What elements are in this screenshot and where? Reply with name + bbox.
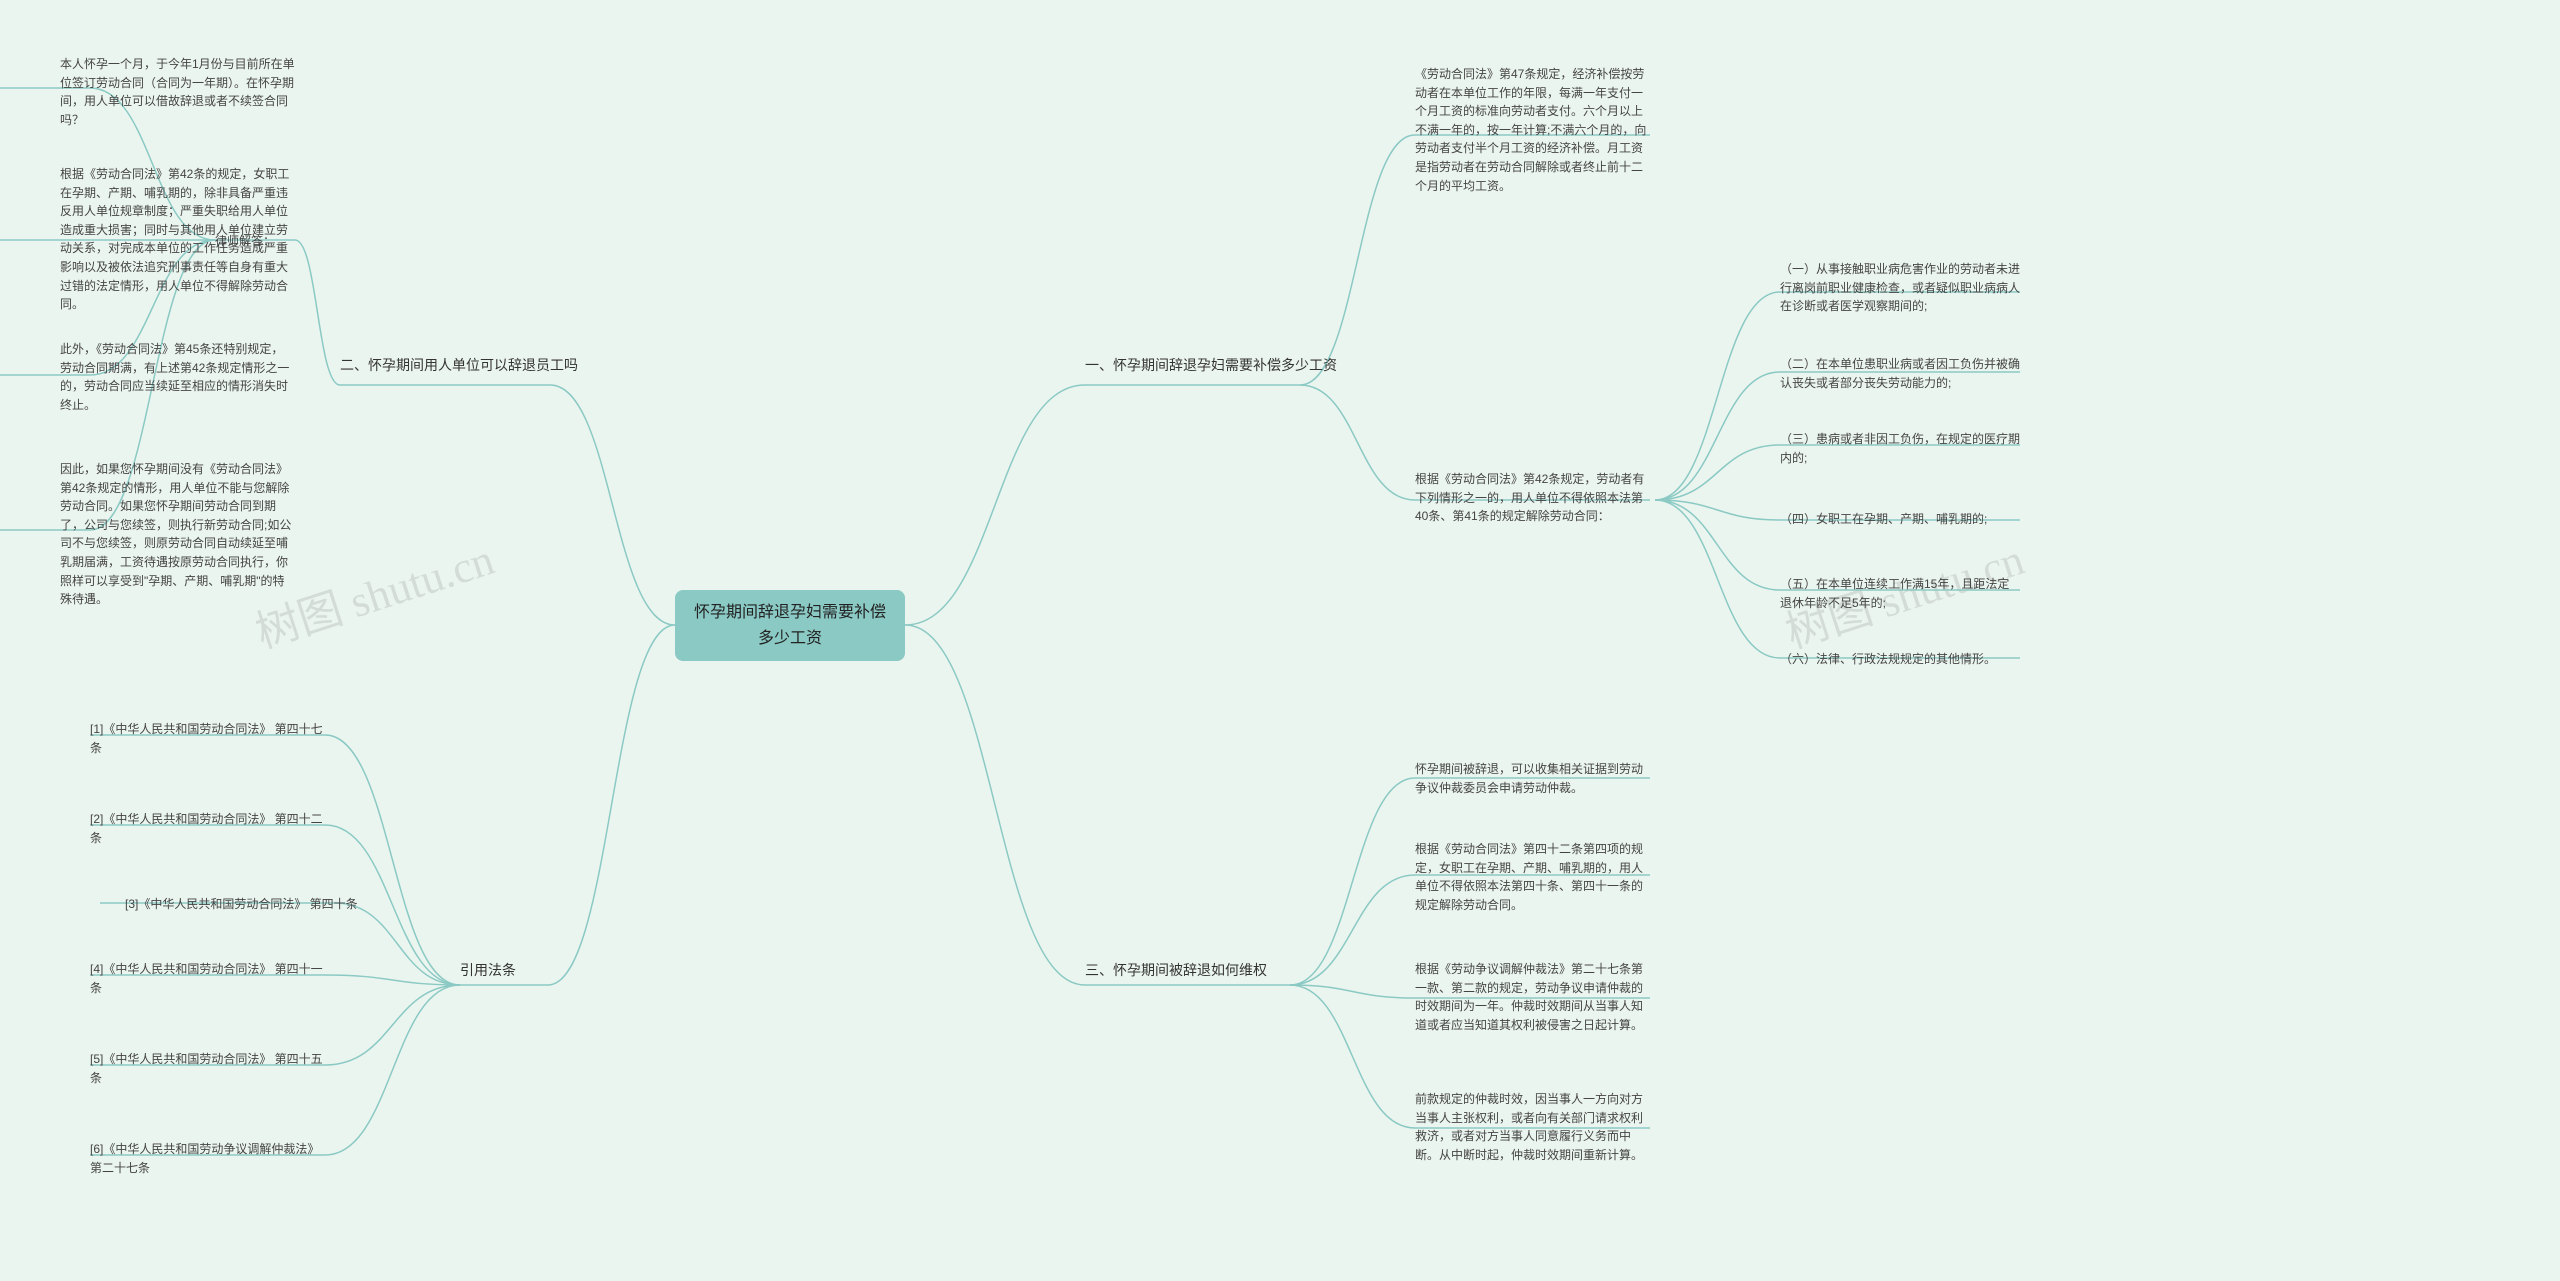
node-b1c2b: （二）在本单位患职业病或者因工负伤并被确认丧失或者部分丧失劳动能力的; [1780,355,2020,392]
node-b4c6: [6]《中华人民共和国劳动争议调解仲裁法》 第二十七条 [90,1140,325,1177]
node-b1c2f: （六）法律、行政法规规定的其他情形。 [1780,650,2020,669]
node-b3c1: 怀孕期间被辞退，可以收集相关证据到劳动争议仲裁委员会申请劳动仲裁。 [1415,760,1650,797]
node-b2c1d: 因此，如果您怀孕期间没有《劳动合同法》第42条规定的情形，用人单位不能与您解除劳… [60,460,295,609]
node-b1c1: 《劳动合同法》第47条规定，经济补偿按劳动者在本单位工作的年限，每满一年支付一个… [1415,65,1650,195]
node-b2c1b: 根据《劳动合同法》第42条的规定，女职工在孕期、产期、哺乳期的，除非具备严重违反… [60,165,295,314]
node-b4c1: [1]《中华人民共和国劳动合同法》 第四十七条 [90,720,325,757]
node-b1c2c: （三）患病或者非因工负伤，在规定的医疗期内的; [1780,430,2020,467]
branch-b3: 三、怀孕期间被辞退如何维权 [1085,960,1295,980]
node-b1c2e: （五）在本单位连续工作满15年，且距法定退休年龄不足5年的; [1780,575,2020,612]
connector-lines [0,0,2560,1281]
center-node: 怀孕期间辞退孕妇需要补偿多少工资 [675,590,905,661]
node-b3c3: 根据《劳动争议调解仲裁法》第二十七条第一款、第二款的规定，劳动争议申请仲裁的时效… [1415,960,1650,1034]
node-b3c4: 前款规定的仲裁时效，因当事人一方向对方当事人主张权利，或者向有关部门请求权利救济… [1415,1090,1650,1164]
node-b4c3: [3]《中华人民共和国劳动合同法》 第四十条 [125,895,360,914]
branch-b4: 引用法条 [460,960,540,980]
node-b4c4: [4]《中华人民共和国劳动合同法》 第四十一条 [90,960,325,997]
node-b4c2: [2]《中华人民共和国劳动合同法》 第四十二条 [90,810,325,847]
node-b1c2a: （一）从事接触职业病危害作业的劳动者未进行离岗前职业健康检查，或者疑似职业病病人… [1780,260,2020,316]
branch-b1: 一、怀孕期间辞退孕妇需要补偿多少工资 [1085,355,1295,375]
node-b3c2: 根据《劳动合同法》第四十二条第四项的规定，女职工在孕期、产期、哺乳期的，用人单位… [1415,840,1650,914]
node-b1c2: 根据《劳动合同法》第42条规定，劳动者有下列情形之一的，用人单位不得依照本法第4… [1415,470,1650,526]
branch-b2: 二、怀孕期间用人单位可以辞退员工吗 [340,355,550,375]
node-b2c1a: 本人怀孕一个月，于今年1月份与目前所在单位签订劳动合同（合同为一年期）。在怀孕期… [60,55,295,129]
node-b2c1c: 此外，《劳动合同法》第45条还特别规定，劳动合同期满，有上述第42条规定情形之一… [60,340,295,414]
node-b1c2d: （四）女职工在孕期、产期、哺乳期的; [1780,510,2020,529]
node-b4c5: [5]《中华人民共和国劳动合同法》 第四十五条 [90,1050,325,1087]
